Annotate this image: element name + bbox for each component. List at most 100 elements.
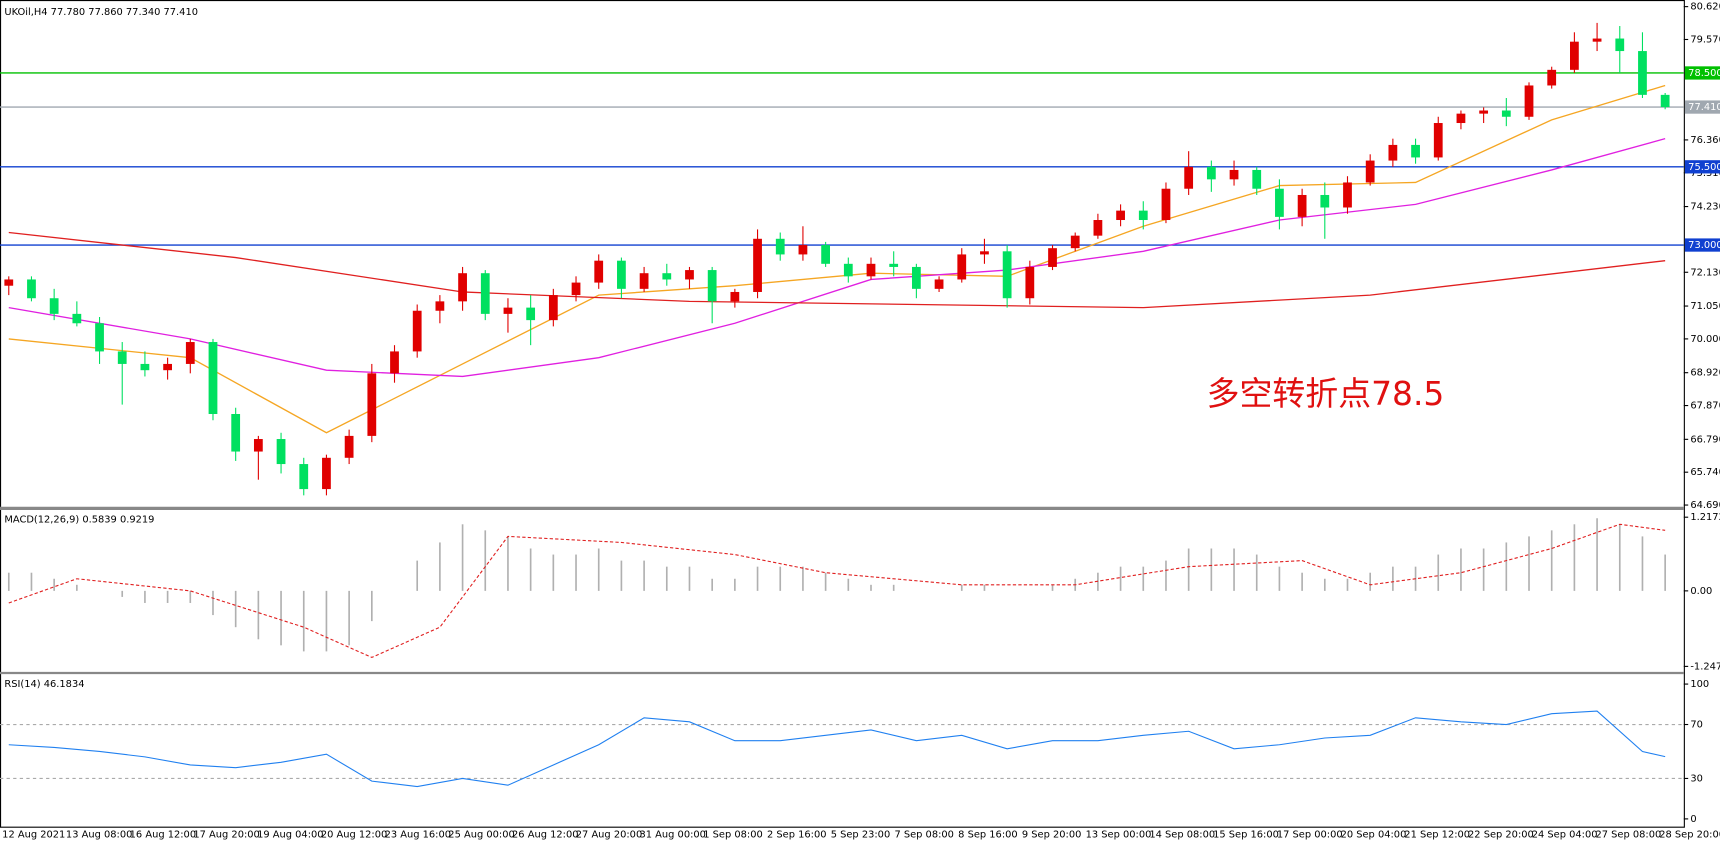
- y-tick-label: -1.2479: [1690, 661, 1720, 672]
- y-tick-label: 66.790: [1690, 434, 1720, 445]
- candle-body: [1252, 169, 1262, 189]
- candle-body: [344, 435, 354, 458]
- candle-body: [1547, 69, 1557, 86]
- y-tick-label: 80.620: [1690, 2, 1720, 13]
- x-tick-label: 14 Sep 08:00: [1149, 829, 1215, 840]
- moving-average: [8, 231, 1666, 309]
- candle-body: [753, 238, 762, 292]
- candle-body: [821, 245, 831, 264]
- candle-body: [276, 439, 286, 465]
- y-tick-label: 67.870: [1690, 401, 1720, 412]
- x-tick-label: 9 Sep 20:00: [1022, 829, 1082, 840]
- x-tick-label: 13 Aug 08:00: [66, 829, 132, 840]
- y-tick-label: 0.00: [1690, 586, 1712, 597]
- x-tick-label: 23 Aug 16:00: [385, 829, 451, 840]
- x-tick-label: 16 Aug 12:00: [130, 829, 196, 840]
- candle-body: [1388, 144, 1398, 161]
- y-tick-label: 1.2172: [1690, 512, 1720, 523]
- candle-body: [1002, 251, 1012, 299]
- candle-body: [1570, 41, 1579, 70]
- candle-body: [1184, 166, 1194, 189]
- candle-body: [526, 307, 536, 321]
- candle-body: [480, 273, 490, 314]
- candle-body: [1456, 113, 1466, 124]
- candle-body: [911, 266, 921, 289]
- candle-body: [594, 260, 604, 283]
- x-tick-label: 20 Sep 04:00: [1341, 829, 1407, 840]
- candle-body: [435, 301, 445, 311]
- candle-body: [208, 342, 218, 414]
- candle-body: [980, 251, 989, 255]
- candle-body: [1411, 144, 1420, 158]
- candle-body: [299, 464, 309, 490]
- candle-body: [571, 282, 581, 296]
- candle-body: [1025, 266, 1035, 299]
- y-tick-label: 64.690: [1690, 500, 1720, 511]
- x-tick-label: 5 Sep 23:00: [831, 829, 891, 840]
- candle-body: [163, 363, 172, 371]
- x-tick-label: 2 Sep 16:00: [767, 829, 827, 840]
- x-tick-label: 31 Aug 00:00: [640, 829, 706, 840]
- candle-body: [1048, 248, 1057, 267]
- y-tick-label: 30: [1690, 773, 1703, 784]
- candle-body: [1275, 188, 1284, 217]
- x-tick-label: 8 Sep 16:00: [958, 829, 1018, 840]
- candle-body: [1592, 38, 1602, 42]
- x-tick-label: 24 Sep 04:00: [1532, 829, 1598, 840]
- candle-body: [322, 457, 331, 490]
- candle-body: [1206, 166, 1216, 180]
- candle-body: [4, 279, 14, 286]
- candle-body: [1093, 220, 1103, 236]
- chart-title: UKOil,H4 77.780 77.860 77.340 77.410: [4, 7, 198, 18]
- candle-body: [1343, 182, 1352, 208]
- y-tick-label: 79.570: [1690, 34, 1720, 45]
- candle-body: [1365, 160, 1375, 183]
- candle-body: [185, 342, 195, 364]
- candle-body: [412, 310, 422, 352]
- candle-body: [231, 413, 241, 452]
- candle-body: [685, 270, 694, 280]
- rsi-title: RSI(14) 46.1834: [4, 679, 84, 690]
- candle-body: [27, 279, 36, 299]
- candle-body: [1524, 85, 1534, 117]
- level-label-box: [1684, 238, 1720, 252]
- x-tick-label: 26 Aug 12:00: [512, 829, 578, 840]
- x-tick-label: 17 Aug 20:00: [193, 829, 259, 840]
- candle-body: [889, 263, 899, 267]
- x-tick-label: 1 Sep 08:00: [703, 829, 763, 840]
- y-tick-label: 0: [1690, 814, 1696, 825]
- x-tick-label: 27 Sep 08:00: [1595, 829, 1661, 840]
- x-tick-label: 12 Aug 2021: [2, 829, 65, 840]
- candle-body: [843, 263, 853, 277]
- candle-body: [617, 260, 626, 289]
- y-tick-label: 70.000: [1690, 334, 1720, 345]
- candle-body: [1161, 188, 1171, 221]
- candle-body: [140, 363, 150, 371]
- level-label: 73.000: [1688, 240, 1720, 251]
- candle-body: [1070, 235, 1080, 249]
- y-tick-label: 71.050: [1690, 301, 1720, 312]
- candle-body: [1638, 51, 1647, 95]
- x-tick-label: 21 Sep 12:00: [1404, 829, 1470, 840]
- candle-body: [390, 351, 399, 374]
- candle-body: [253, 439, 263, 452]
- candle-body: [1501, 110, 1511, 117]
- candle-body: [934, 279, 944, 289]
- x-tick-label: 17 Sep 00:00: [1277, 829, 1343, 840]
- annotation: 多空转折点78.5: [1207, 374, 1445, 413]
- candle-body: [117, 351, 127, 364]
- candle-body: [503, 307, 513, 314]
- x-tick-label: 25 Aug 00:00: [448, 829, 514, 840]
- y-tick-label: 65.740: [1690, 467, 1720, 478]
- candle-body: [1229, 169, 1239, 180]
- candle-body: [72, 313, 82, 324]
- candle-body: [662, 273, 672, 280]
- candle-body: [548, 295, 558, 321]
- candle-body: [367, 373, 377, 436]
- x-tick-label: 22 Sep 20:00: [1468, 829, 1534, 840]
- candle-body: [775, 238, 785, 255]
- x-tick-label: 13 Sep 00:00: [1086, 829, 1152, 840]
- candle-body: [866, 263, 876, 277]
